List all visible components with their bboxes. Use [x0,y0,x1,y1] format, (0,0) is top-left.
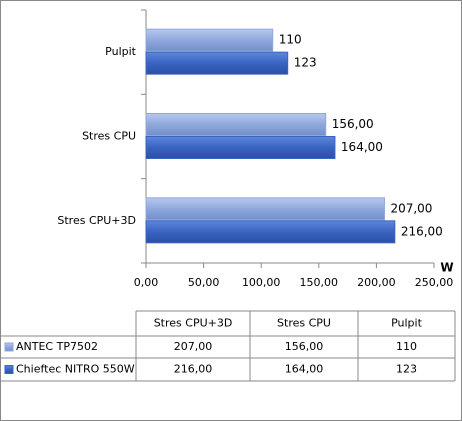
x-tick-label: 150,00 [300,276,339,289]
legend-label: Chieftec NITRO 550W [16,363,135,376]
legend-swatch [4,342,14,352]
x-tick-label: 250,00 [415,276,454,289]
table-cell: 164,00 [285,363,324,376]
table-header: Stres CPU [277,317,331,330]
bar [145,197,385,221]
x-tick-label: 50,00 [188,276,220,289]
legend-swatch [4,365,14,374]
bar [145,220,396,244]
data-label: 110 [279,33,302,47]
data-label: 156,00 [332,117,374,131]
legend-label: ANTEC TP7502 [16,340,98,353]
data-label: 207,00 [390,201,432,215]
table-cell: 156,00 [285,340,324,353]
bar [145,51,289,75]
table-cell: 123 [396,363,417,376]
x-tick-label: 0,00 [134,276,159,289]
table-header: Pulpit [391,317,423,330]
data-label: 164,00 [341,140,383,154]
y-tick-label: Stres CPU [82,130,136,143]
x-tick-label: 100,00 [242,276,281,289]
table-cell: 207,00 [174,340,213,353]
table-cell: 110 [396,340,417,353]
table-cell: 216,00 [174,363,213,376]
y-tick-label: Stres CPU+3D [57,214,136,227]
bar [145,28,274,52]
x-axis-label: W [440,261,453,275]
table-header: Stres CPU+3D [154,317,233,330]
data-label: 216,00 [401,224,443,238]
bar [145,136,336,159]
bar [145,113,327,136]
x-tick-label: 200,00 [357,276,396,289]
data-label: 123 [294,56,317,70]
y-tick-label: Pulpit [105,45,137,58]
